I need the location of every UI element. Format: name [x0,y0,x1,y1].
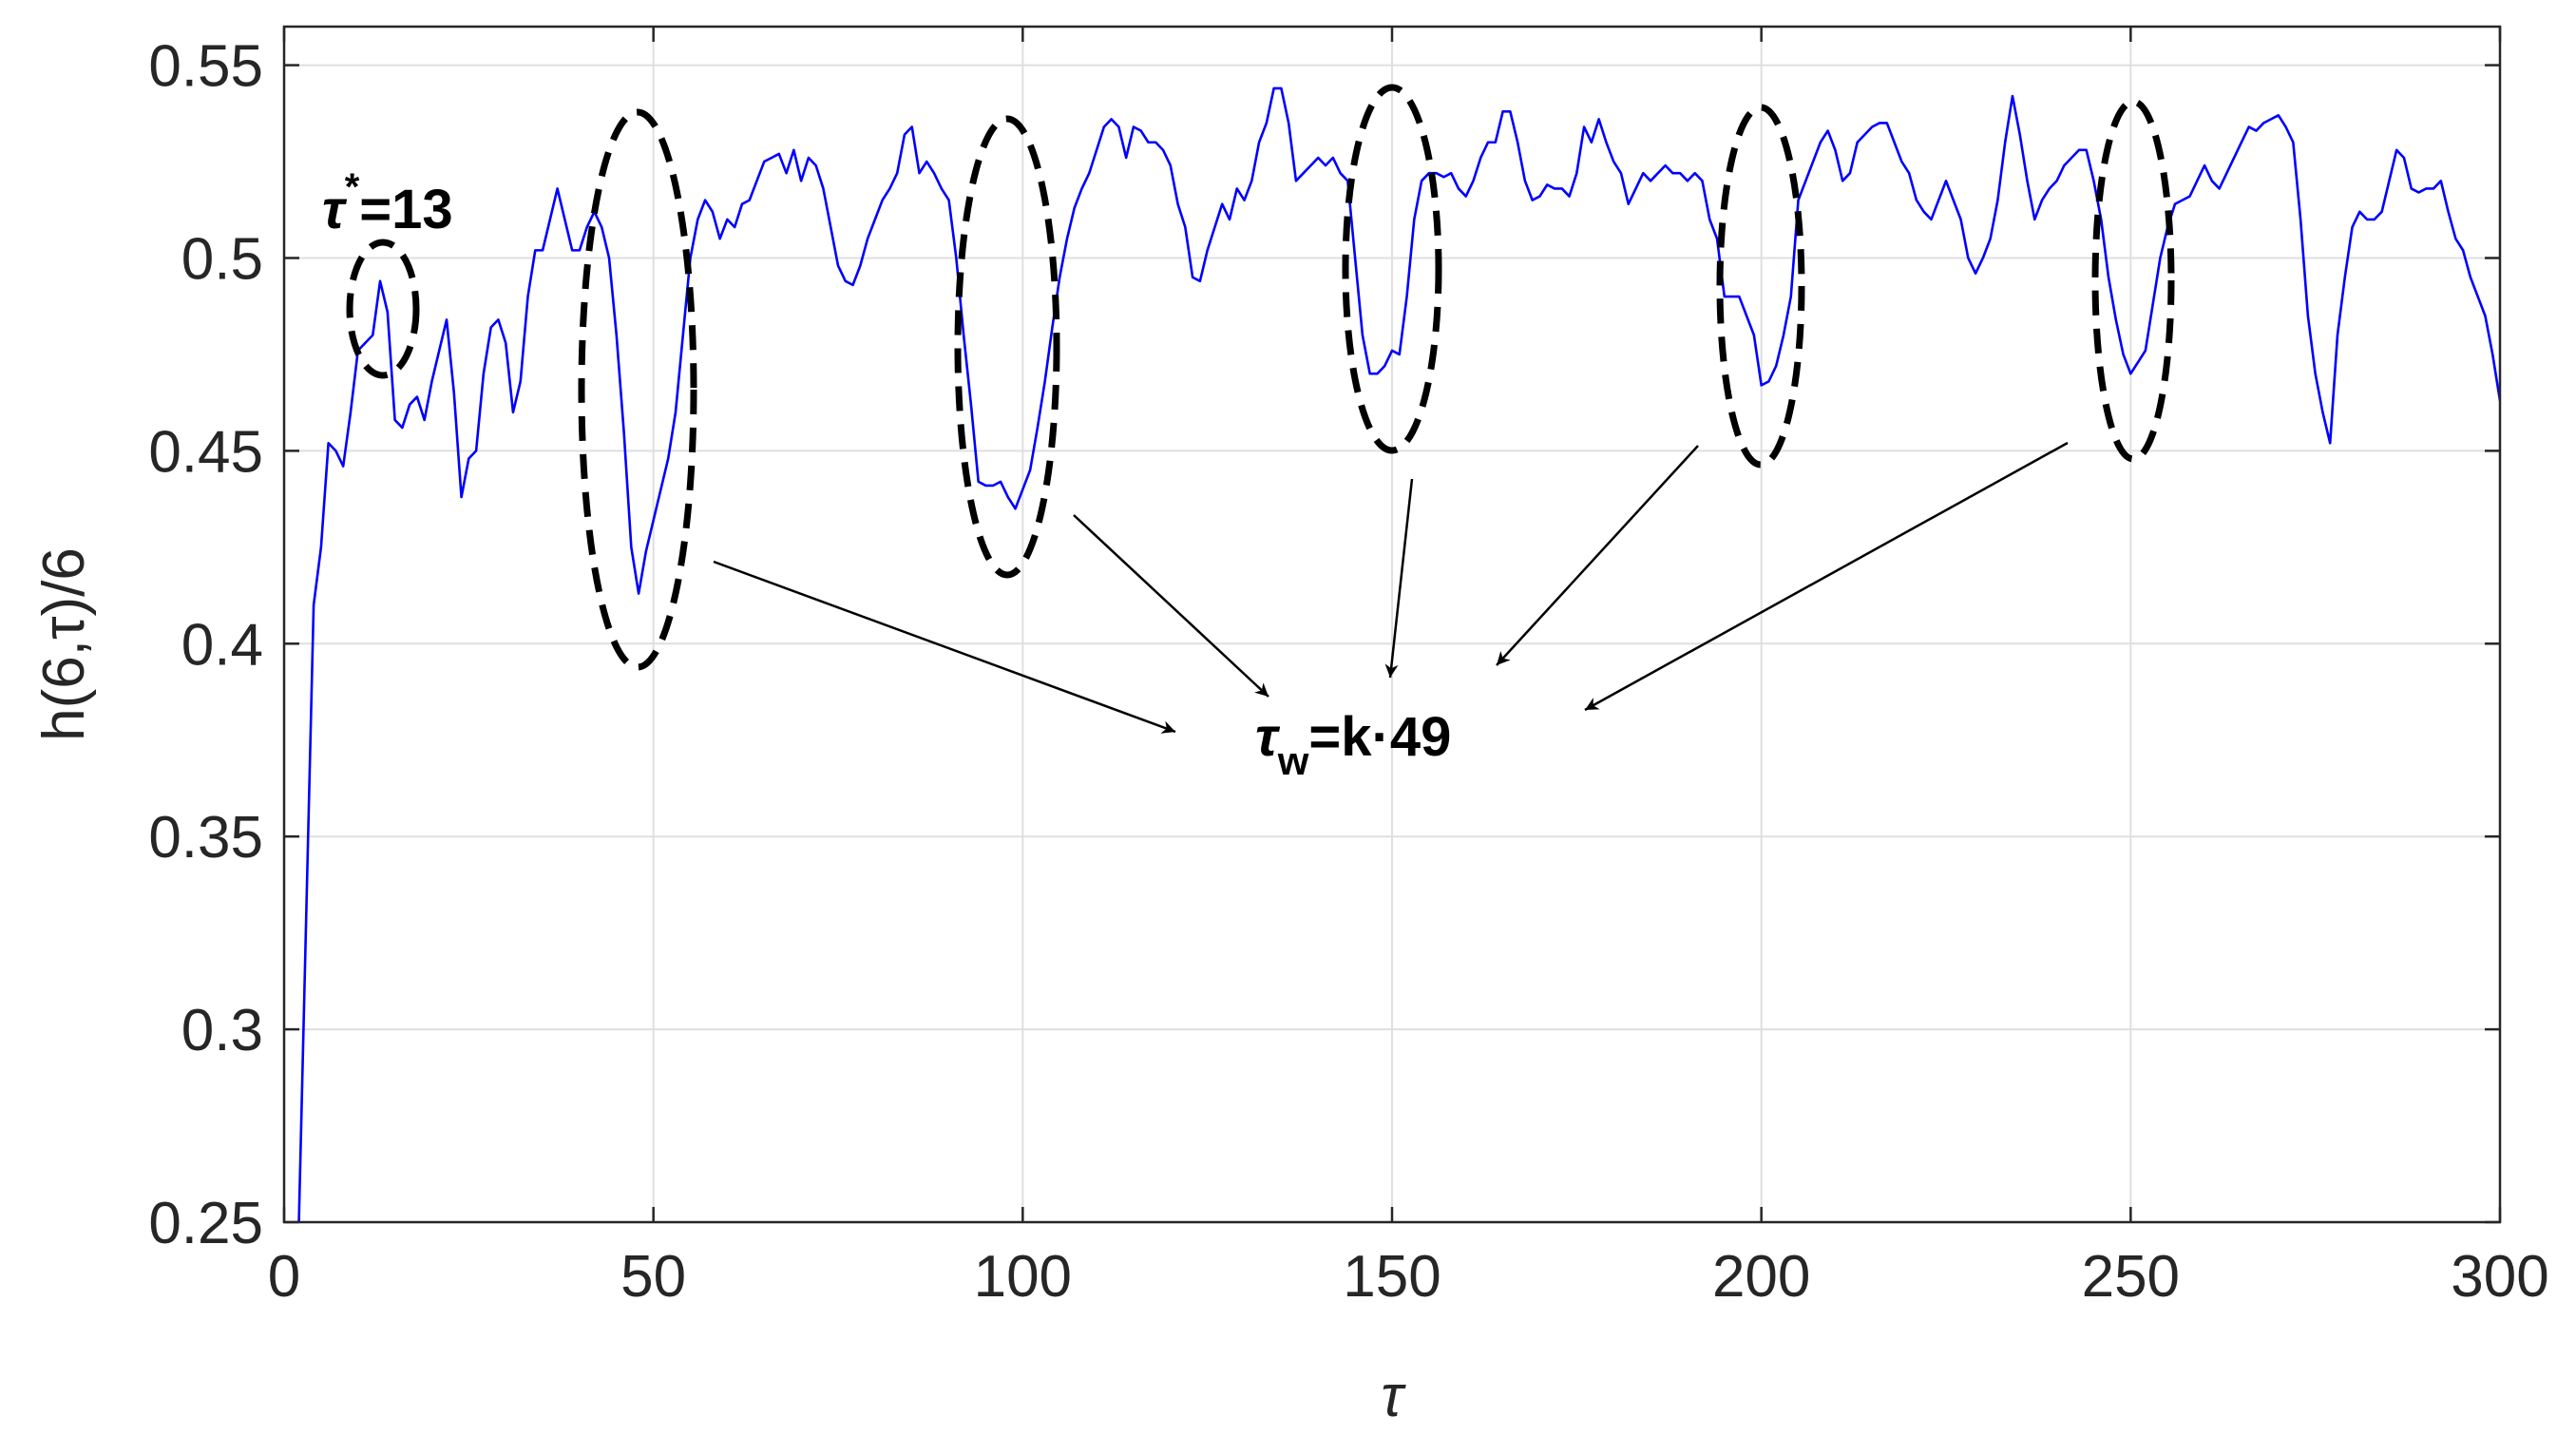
annotation-symbol: τ [1255,706,1281,768]
y-tick-label: 0.45 [148,419,263,485]
annotation-superscript: * [345,166,360,208]
annotation-text: =13 [359,179,452,240]
arrow [713,560,1176,734]
annotation-symbol: τ [322,179,348,240]
plot-area [297,86,2500,1222]
x-tick-label: 50 [620,1244,686,1310]
y-axis-label: h(6,τ)/6 [31,547,97,741]
annotation: τw=k·49 [1255,706,1451,783]
ticks: 0.25 0.3 0.35 0.4 0.45 0.5 0.55 0 50 100 150 200 250… [148,27,2549,1310]
y-tick-label: 0.5 [181,226,263,292]
x-tick-label: 150 [1343,1244,1441,1310]
ellipse [578,108,697,671]
x-tick-label: 200 [1712,1244,1810,1310]
arrow [1384,478,1414,679]
ellipse [2091,98,2175,463]
y-tick-label: 0.55 [148,34,263,100]
data-line [297,86,2500,1222]
x-tick-label: 100 [974,1244,1072,1310]
ellipse [1716,104,1805,469]
annotation-arrows [713,441,2069,734]
annotation: τ*=13 [322,166,453,240]
x-tick-label: 0 [268,1244,300,1310]
annotation-subscript: w [1277,738,1309,783]
ellipse [346,239,420,379]
y-tick-label: 0.3 [181,998,263,1063]
x-tick-label: 300 [2451,1244,2548,1310]
annotation-ellipses [346,84,2175,671]
x-tick-label: 250 [2082,1244,2180,1310]
arrow [1073,514,1269,698]
arrow [1584,441,2069,712]
y-tick-label: 0.25 [148,1191,263,1256]
y-tick-label: 0.35 [148,805,263,871]
x-axis-label: τ [1381,1364,1406,1429]
ellipse [954,115,1060,579]
ellipse [1342,84,1442,454]
y-tick-label: 0.4 [181,612,263,678]
annotation-text: =k·49 [1308,706,1451,768]
arrow [1496,445,1699,666]
